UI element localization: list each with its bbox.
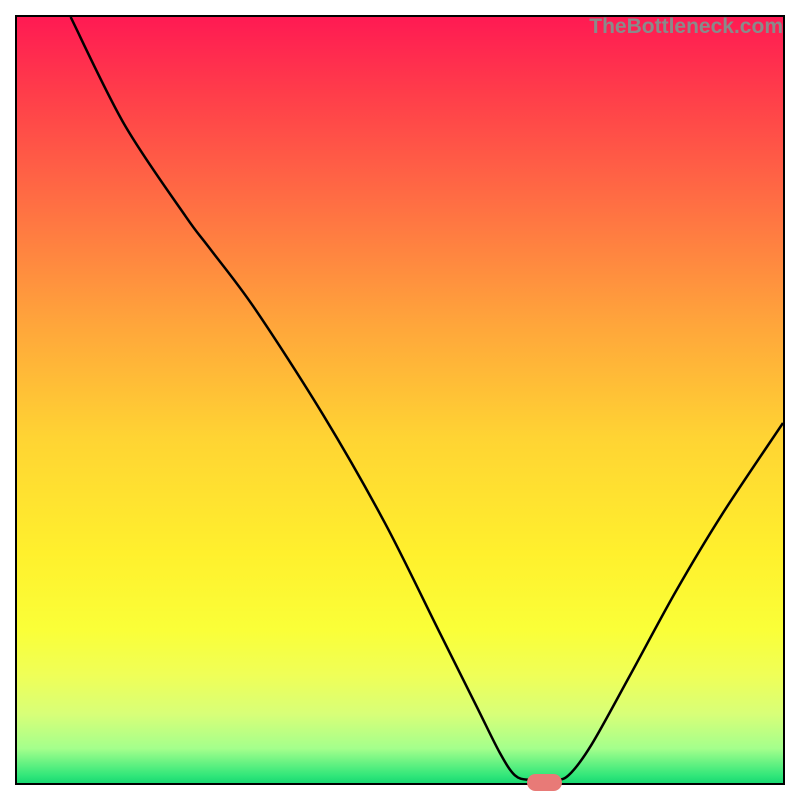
watermark-text: TheBottleneck.com <box>589 15 783 39</box>
chart-container: TheBottleneck.com <box>0 0 800 800</box>
plot-area: TheBottleneck.com <box>15 15 785 785</box>
gradient-background <box>17 17 783 783</box>
optimum-marker <box>527 774 562 791</box>
